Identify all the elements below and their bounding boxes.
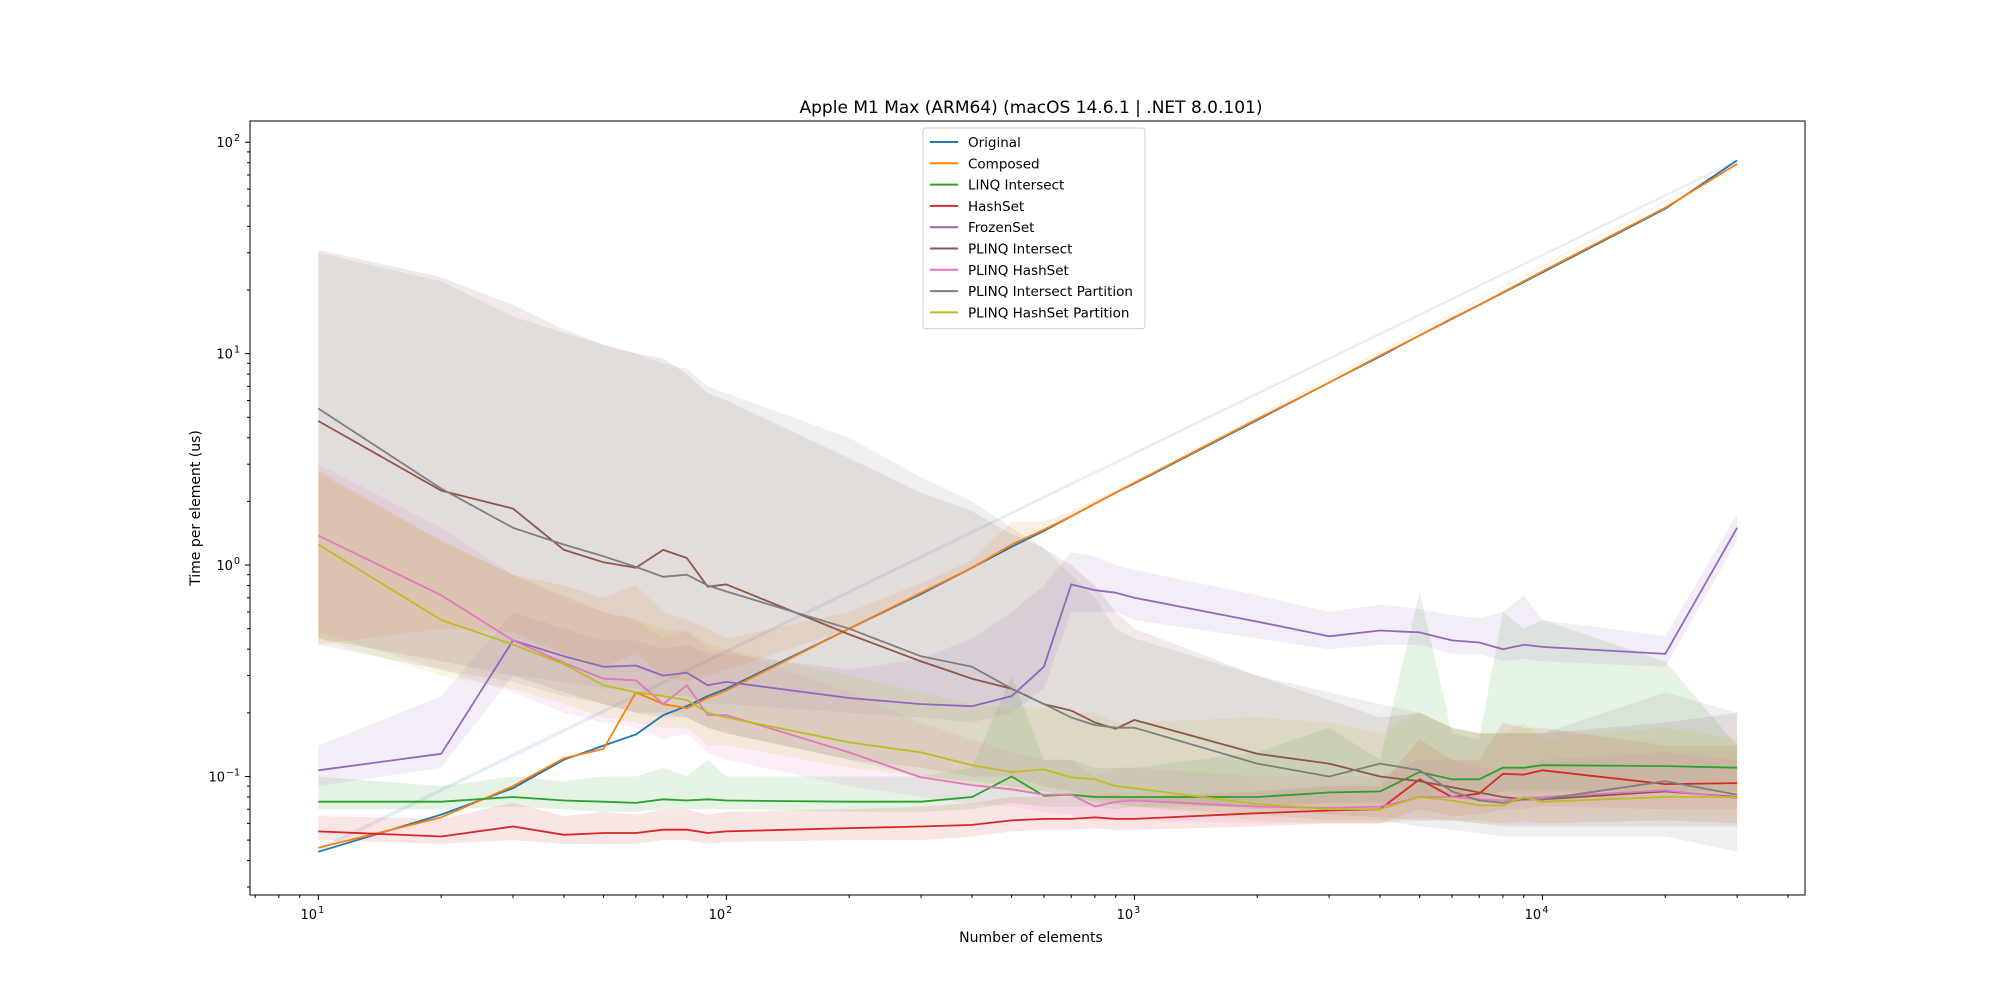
y-tick-label: 101 [216, 345, 240, 363]
band-plinq-intersect-partition [318, 252, 1738, 852]
line-composed [318, 163, 1738, 849]
legend-label-plinq-hashset: PLINQ HashSet [968, 263, 1069, 279]
legend-label-composed: Composed [968, 156, 1040, 172]
band-frozenset [318, 513, 1738, 787]
line-plinq-hashset-partition [317, 543, 1738, 811]
band-plinq-hashset [318, 464, 1738, 824]
legend-label-plinq-intersect: PLINQ Intersect [968, 242, 1072, 258]
x-tick-label: 102 [709, 905, 733, 923]
legend: Original Composed LINQ Intersect HashSet Fro… [922, 127, 1146, 330]
band-plinq-hashset-partition [318, 473, 1738, 824]
legend-label-plinq-hashset-partition: PLINQ HashSet Partition [968, 305, 1129, 321]
line-hashset [318, 769, 1738, 838]
legend-label-plinq-intersect-partition: PLINQ Intersect Partition [968, 284, 1133, 300]
legend-label-hashset: HashSet [968, 199, 1024, 215]
legend-box [922, 127, 1146, 330]
line-frozenset [318, 527, 1738, 772]
y-tick-label: 102 [216, 133, 240, 151]
band-hashset [318, 722, 1738, 844]
series-lines [317, 159, 1738, 853]
legend-label-original: Original [968, 135, 1021, 151]
line-plinq-intersect-partition [317, 407, 1738, 804]
chart-title: Apple M1 Max (ARM64) (macOS 14.6.1 | .NE… [800, 98, 1263, 118]
plot-frame [249, 120, 1806, 896]
legend-label-linq-intersect: LINQ Intersect [968, 178, 1064, 194]
band-plinq-intersect [318, 249, 1738, 827]
line-plinq-hashset [317, 534, 1738, 809]
y-axis: 10−1 100 101 102 [208, 133, 250, 888]
band-linq-intersect [318, 591, 1738, 812]
y-axis-label: Time per element (us) [188, 430, 204, 587]
x-axis-label: Number of elements [959, 930, 1103, 946]
line-plinq-intersect [317, 420, 1738, 801]
y-tick-label: 100 [216, 556, 240, 574]
x-tick-label: 104 [1525, 905, 1549, 923]
x-tick-label: 101 [301, 905, 325, 923]
confidence-bands [318, 159, 1738, 852]
y-tick-label: 10−1 [208, 767, 240, 785]
legend-label-frozenset: FrozenSet [968, 220, 1034, 236]
band-original [318, 159, 1738, 852]
x-tick-label: 103 [1117, 905, 1141, 923]
x-axis: 101 102 103 104 [254, 895, 1789, 923]
